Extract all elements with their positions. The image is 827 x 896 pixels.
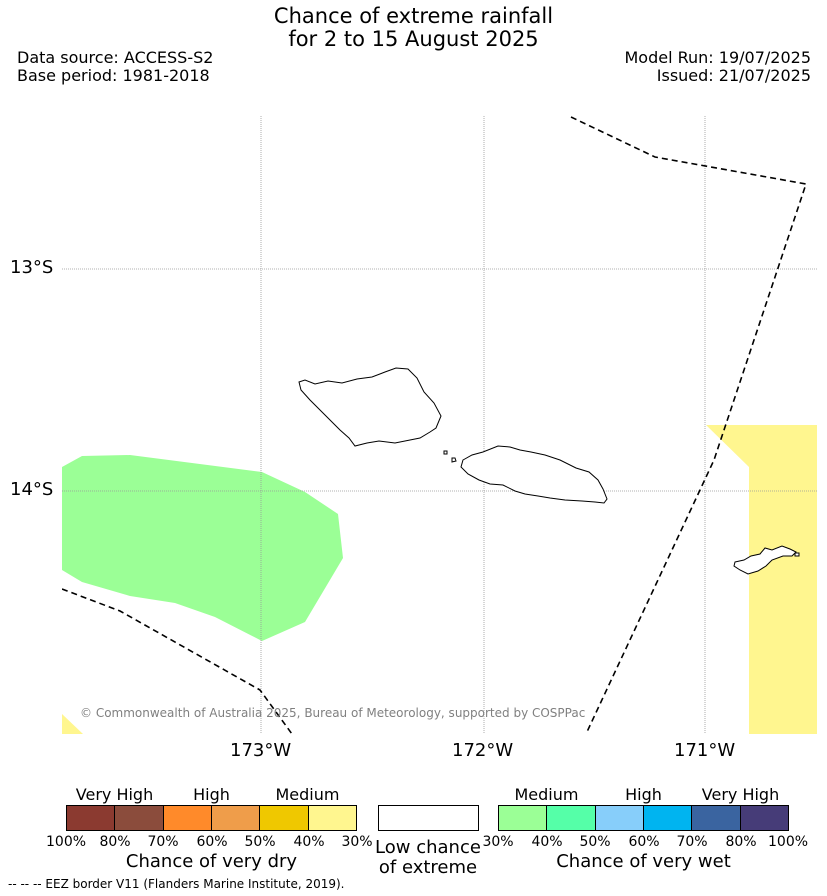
wet-swatch-3 xyxy=(595,806,644,830)
dry-category-very-high: Very High xyxy=(75,785,154,804)
dry-tick-1: 100% xyxy=(46,834,87,850)
upolu-island xyxy=(460,445,608,504)
dry-swatch-6 xyxy=(308,806,356,830)
wet-swatch-4 xyxy=(643,806,693,830)
dry-tick-7: 30% xyxy=(341,834,373,850)
wet-swatch-6 xyxy=(740,806,788,830)
lon-label-172w: 172°W xyxy=(452,740,514,761)
small-islet xyxy=(443,450,448,455)
copyright-text: © Commonwealth of Australia 2025, Bureau… xyxy=(80,706,586,720)
lon-label-173w: 173°W xyxy=(230,740,292,761)
wet-swatch-5 xyxy=(692,806,741,830)
dry-tick-3: 70% xyxy=(147,834,179,850)
dry-tick-6: 40% xyxy=(293,834,325,850)
dry-swatch-5 xyxy=(260,806,309,830)
wet-tick-7: 100% xyxy=(768,834,809,850)
title-line-1: Chance of extreme rainfall xyxy=(273,4,554,28)
wet-tick-2: 40% xyxy=(531,834,563,850)
data-source: Data source: ACCESS-S2 xyxy=(17,48,214,67)
wet-swatch-1 xyxy=(499,806,548,830)
tutuila-island xyxy=(733,545,797,575)
wet-category-very-high: Very High xyxy=(701,785,780,804)
base-period: Base period: 1981-2018 xyxy=(17,66,210,85)
low-chance-label-2: of extreme xyxy=(378,857,478,878)
lat-label-14s: 14°S xyxy=(10,479,54,500)
dry-colorbar xyxy=(66,805,357,831)
issued-date: Issued: 21/07/2025 xyxy=(656,66,811,85)
dry-category-high: High xyxy=(193,785,230,804)
wet-colorbar xyxy=(498,805,789,831)
dry-colorbar-title: Chance of very dry xyxy=(125,851,298,872)
lat-label-13s: 13°S xyxy=(10,257,54,278)
wet-medium-region xyxy=(62,455,343,641)
low-chance-label-1: Low chance xyxy=(375,837,481,858)
dry-medium-region-east xyxy=(706,425,817,734)
wet-category-medium: Medium xyxy=(514,785,579,804)
wet-colorbar-title: Chance of very wet xyxy=(556,851,731,872)
wet-category-high: High xyxy=(625,785,662,804)
aunuu-island xyxy=(794,552,800,557)
dry-tick-2: 80% xyxy=(99,834,131,850)
model-run: Model Run: 19/07/2025 xyxy=(624,48,812,67)
wet-tick-4: 60% xyxy=(628,834,660,850)
map-area xyxy=(62,116,817,734)
wet-tick-6: 80% xyxy=(725,834,757,850)
dry-swatch-1 xyxy=(67,806,116,830)
islands xyxy=(298,367,800,575)
dry-tick-4: 60% xyxy=(196,834,228,850)
savaii-island xyxy=(298,367,442,447)
dry-swatch-3 xyxy=(163,806,212,830)
wet-swatch-2 xyxy=(547,806,596,830)
wet-tick-1: 30% xyxy=(482,834,514,850)
wet-tick-3: 50% xyxy=(579,834,611,850)
title-line-2: for 2 to 15 August 2025 xyxy=(288,27,539,51)
dry-category-medium: Medium xyxy=(275,785,340,804)
dry-swatch-2 xyxy=(115,806,164,830)
graticule xyxy=(62,116,817,734)
dry-tick-5: 50% xyxy=(244,834,276,850)
manono-island xyxy=(451,457,457,463)
wet-tick-5: 70% xyxy=(676,834,708,850)
lon-label-171w: 171°W xyxy=(674,740,736,761)
dry-medium-region-corner xyxy=(62,714,83,734)
eez-footnote: -- -- -- EEZ border V11 (Flanders Marine… xyxy=(8,877,345,891)
low-chance-swatch xyxy=(378,805,479,831)
dry-swatch-4 xyxy=(211,806,261,830)
eez-border xyxy=(62,116,808,734)
